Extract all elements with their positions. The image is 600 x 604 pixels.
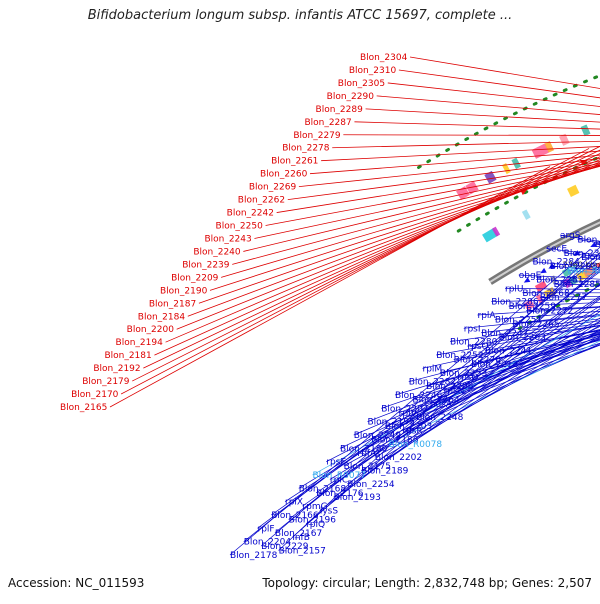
gene-label-right[interactable]: Blon_2263 bbox=[499, 333, 546, 343]
leader-line bbox=[388, 83, 600, 215]
gene-label-right[interactable]: Blon_2193 bbox=[334, 493, 381, 503]
gene-label-right[interactable]: rplA bbox=[478, 311, 497, 321]
gene-label-left[interactable]: Blon_2181 bbox=[104, 351, 151, 361]
gene-label-left[interactable]: Blon_2209 bbox=[171, 273, 219, 283]
gene-label-left[interactable]: Blon_2242 bbox=[227, 209, 274, 219]
gene-label-left[interactable]: Blon_2200 bbox=[127, 325, 175, 335]
gene-label-left[interactable]: Blon_2289 bbox=[316, 105, 364, 115]
gene-label-left[interactable]: Blon_2192 bbox=[93, 364, 140, 374]
leader-line bbox=[313, 161, 600, 475]
feature-block bbox=[522, 209, 531, 219]
gene-label-right[interactable]: rplU bbox=[505, 284, 524, 294]
gene-label-left[interactable]: Blon_2287 bbox=[304, 118, 351, 128]
gene-label-left[interactable]: Blon_2290 bbox=[327, 92, 375, 102]
gene-label-left[interactable]: Blon_2260 bbox=[260, 170, 308, 180]
gene-label-left[interactable]: Blon_2190 bbox=[160, 286, 208, 296]
accession-text: Accession: NC_011593 bbox=[8, 576, 144, 590]
gene-label-right[interactable]: Blon_2178 bbox=[230, 551, 278, 561]
gene-label-left[interactable]: Blon_2269 bbox=[249, 183, 297, 193]
gene-label-left[interactable]: Blon_2170 bbox=[71, 390, 119, 400]
gene-label-left[interactable]: Blon_2187 bbox=[149, 299, 196, 309]
gene-label-left[interactable]: Blon_2310 bbox=[349, 66, 397, 76]
feature-labels[interactable]: Blon_2304 Blon_2310 Blon_2305 Blon_2290 Blon… bbox=[60, 53, 600, 561]
gene-label-left[interactable]: Blon_2239 bbox=[182, 260, 230, 270]
gene-label-left[interactable]: Blon_2279 bbox=[293, 131, 341, 141]
gene-label-right[interactable]: rplX bbox=[285, 498, 303, 508]
gene-label-left[interactable]: Blon_2184 bbox=[138, 312, 186, 322]
gene-label-left[interactable]: Blon_2243 bbox=[204, 234, 251, 244]
gene-label-right[interactable]: nusA bbox=[430, 400, 453, 410]
gene-label-left[interactable]: Blon_2240 bbox=[193, 247, 241, 257]
feature-block bbox=[567, 185, 579, 197]
gene-label-left[interactable]: Blon_2278 bbox=[282, 144, 330, 154]
gene-label-right[interactable]: Blon_R0078 bbox=[389, 440, 443, 450]
gene-label-right[interactable]: Blon_2157 bbox=[279, 547, 326, 557]
gene-label-left[interactable]: Blon_2194 bbox=[116, 338, 164, 348]
gene-label-left[interactable]: Blon_2261 bbox=[271, 157, 318, 167]
map-title: Bifidobacterium longum subsp. infantis A… bbox=[0, 8, 600, 23]
gene-label-left[interactable]: Blon_2304 bbox=[360, 53, 408, 63]
gene-label-left[interactable]: Blon_2250 bbox=[216, 222, 264, 232]
topology-summary: Topology: circular; Length: 2,832,748 bp… bbox=[262, 576, 592, 590]
gene-label-right[interactable]: rplF bbox=[258, 524, 275, 534]
gene-label-left[interactable]: Blon_2165 bbox=[60, 403, 107, 413]
gene-label-left[interactable]: Blon_2305 bbox=[338, 79, 385, 89]
gene-label-left[interactable]: Blon_2262 bbox=[238, 196, 285, 206]
gene-label-right[interactable]: rpsI bbox=[464, 324, 481, 334]
gene-label-right[interactable]: Blon_2189 bbox=[361, 467, 409, 477]
gene-label-left[interactable]: Blon_2179 bbox=[82, 377, 130, 387]
leader-line bbox=[221, 60, 600, 278]
feature-block bbox=[581, 124, 591, 136]
